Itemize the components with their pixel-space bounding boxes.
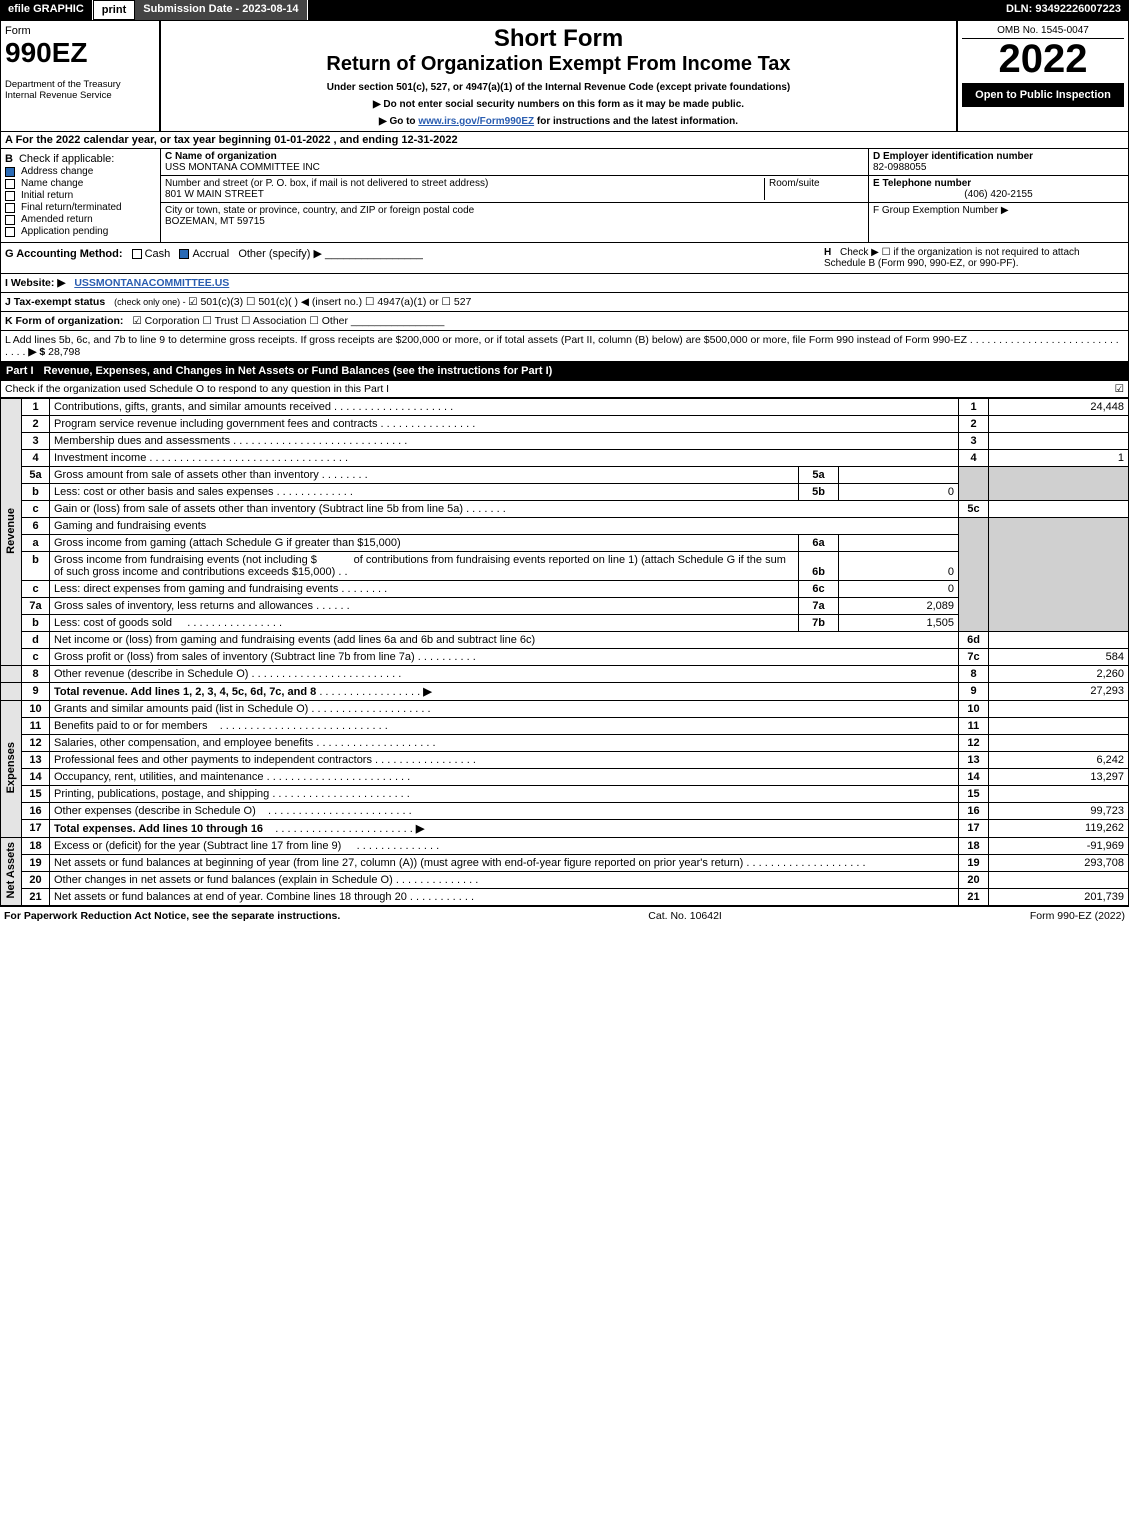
revenue-sidebar: Revenue bbox=[1, 399, 22, 666]
tax-exempt-row: J Tax-exempt status (check only one) - ☑… bbox=[0, 293, 1129, 312]
header-middle: Short Form Return of Organization Exempt… bbox=[161, 21, 958, 131]
line-21-value: 201,739 bbox=[989, 889, 1129, 906]
form-word: Form bbox=[5, 25, 155, 37]
line-13-value: 6,242 bbox=[989, 752, 1129, 769]
gross-receipts-row: L Add lines 5b, 6c, and 7b to line 9 to … bbox=[0, 331, 1129, 362]
line-6c-value: 0 bbox=[839, 581, 959, 598]
lines-table: Revenue 1 Contributions, gifts, grants, … bbox=[0, 398, 1129, 906]
accrual-checkbox[interactable] bbox=[179, 249, 189, 259]
form-ref: Form 990-EZ (2022) bbox=[1030, 910, 1125, 922]
website-link[interactable]: USSMONTANACOMMITTEE.US bbox=[74, 277, 229, 289]
line-19-value: 293,708 bbox=[989, 855, 1129, 872]
cash-checkbox[interactable] bbox=[132, 249, 142, 259]
street-address: 801 W MAIN STREET bbox=[165, 189, 764, 200]
line-17-value: 119,262 bbox=[989, 820, 1129, 838]
org-name: USS MONTANA COMMITTEE INC bbox=[165, 162, 864, 173]
page-footer: For Paperwork Reduction Act Notice, see … bbox=[0, 906, 1129, 925]
period-row: A For the 2022 calendar year, or tax yea… bbox=[0, 132, 1129, 149]
line-5b-value: 0 bbox=[839, 484, 959, 501]
group-exemption: F Group Exemption Number ▶ bbox=[873, 205, 1124, 216]
info-section: BCheck if applicable: Address change Nam… bbox=[0, 149, 1129, 243]
ssn-note: ▶ Do not enter social security numbers o… bbox=[165, 99, 952, 110]
website-row: I Website: ▶ USSMONTANACOMMITTEE.US bbox=[0, 274, 1129, 293]
line-9-value: 27,293 bbox=[989, 683, 1129, 701]
gh-row: G Accounting Method: Cash Accrual Other … bbox=[0, 243, 1129, 274]
top-bar: efile GRAPHIC print Submission Date - 20… bbox=[0, 0, 1129, 20]
form-subtitle: Return of Organization Exempt From Incom… bbox=[165, 53, 952, 76]
expenses-sidebar: Expenses bbox=[1, 701, 22, 838]
line-1-desc: Contributions, gifts, grants, and simila… bbox=[50, 399, 959, 416]
line-16-value: 99,723 bbox=[989, 803, 1129, 820]
form-header: Form 990EZ Department of the Treasury In… bbox=[0, 20, 1129, 132]
line-7b-value: 1,505 bbox=[839, 615, 959, 632]
section-c: C Name of organization USS MONTANA COMMI… bbox=[161, 149, 868, 242]
line-1-num: 1 bbox=[22, 399, 50, 416]
section-b: BCheck if applicable: Address change Nam… bbox=[1, 149, 161, 242]
city-state-zip: BOZEMAN, MT 59715 bbox=[165, 216, 864, 227]
goto-note: ▶ Go to www.irs.gov/Form990EZ for instru… bbox=[165, 116, 952, 127]
form-title: Short Form bbox=[165, 25, 952, 53]
print-button[interactable]: print bbox=[93, 0, 135, 20]
form-number: 990EZ bbox=[5, 37, 155, 69]
line-14-value: 13,297 bbox=[989, 769, 1129, 786]
part1-sub: Check if the organization used Schedule … bbox=[0, 380, 1129, 398]
open-inspection: Open to Public Inspection bbox=[962, 83, 1124, 107]
line-4-value: 1 bbox=[989, 450, 1129, 467]
line-8-value: 2,260 bbox=[989, 666, 1129, 683]
address-change-checkbox[interactable] bbox=[5, 167, 15, 177]
application-pending-checkbox[interactable] bbox=[5, 227, 15, 237]
tax-year: 2022 bbox=[962, 39, 1124, 79]
line-7c-value: 584 bbox=[989, 649, 1129, 666]
phone-value: (406) 420-2155 bbox=[873, 189, 1124, 200]
amended-return-checkbox[interactable] bbox=[5, 215, 15, 225]
gross-receipts-value: 28,798 bbox=[48, 346, 80, 358]
initial-return-checkbox[interactable] bbox=[5, 191, 15, 201]
part1-header: Part I Revenue, Expenses, and Changes in… bbox=[0, 362, 1129, 380]
submission-date: Submission Date - 2023-08-14 bbox=[135, 0, 307, 20]
dln-label: DLN: 93492226007223 bbox=[998, 0, 1129, 20]
header-right: OMB No. 1545-0047 2022 Open to Public In… bbox=[958, 21, 1128, 131]
org-form-row: K Form of organization: ☑ Corporation ☐ … bbox=[0, 312, 1129, 331]
irs-link[interactable]: www.irs.gov/Form990EZ bbox=[418, 116, 534, 127]
section-def: D Employer identification number 82-0988… bbox=[868, 149, 1128, 242]
cat-number: Cat. No. 10642I bbox=[648, 910, 722, 922]
line-7a-value: 2,089 bbox=[839, 598, 959, 615]
netassets-sidebar: Net Assets bbox=[1, 838, 22, 906]
final-return-checkbox[interactable] bbox=[5, 203, 15, 213]
part1-schedule-o-check[interactable]: ☑ bbox=[1115, 383, 1124, 395]
line-18-value: -91,969 bbox=[989, 838, 1129, 855]
paperwork-notice: For Paperwork Reduction Act Notice, see … bbox=[4, 910, 340, 922]
ein-value: 82-0988055 bbox=[873, 162, 1124, 173]
line-1-value: 24,448 bbox=[989, 399, 1129, 416]
efile-label: efile GRAPHIC bbox=[0, 0, 93, 20]
header-left: Form 990EZ Department of the Treasury In… bbox=[1, 21, 161, 131]
name-change-checkbox[interactable] bbox=[5, 179, 15, 189]
under-section: Under section 501(c), 527, or 4947(a)(1)… bbox=[165, 82, 952, 93]
dept-label: Department of the Treasury Internal Reve… bbox=[5, 79, 155, 101]
line-6b-value: 0 bbox=[839, 552, 959, 581]
